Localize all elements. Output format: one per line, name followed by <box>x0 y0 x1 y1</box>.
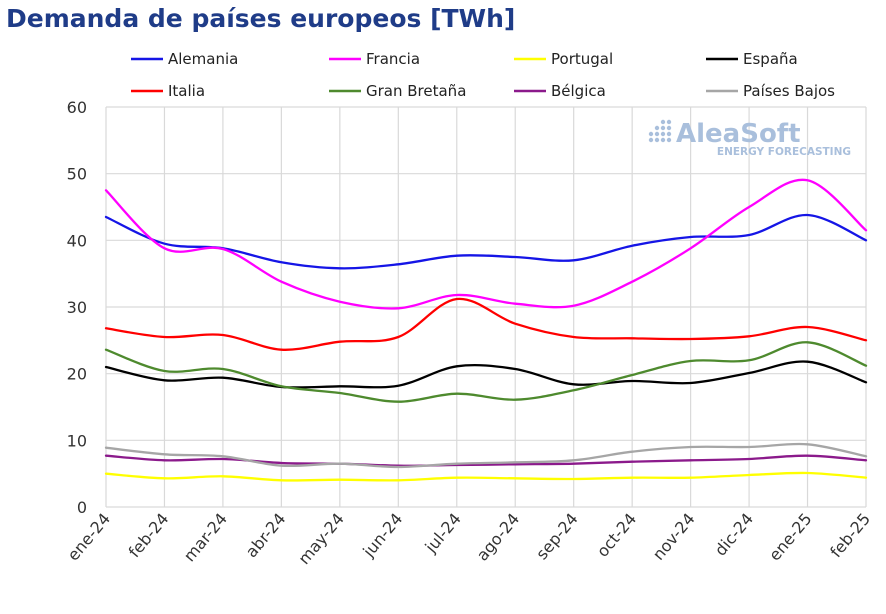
x-tick-label: sep-24 <box>532 509 582 563</box>
legend-label: Francia <box>366 50 420 68</box>
series-line-francia <box>104 178 868 310</box>
y-tick-label: 50 <box>67 165 87 184</box>
series-line-alemania <box>104 213 868 270</box>
legend-label: Gran Bretaña <box>366 82 466 100</box>
dots-icon <box>648 119 672 143</box>
series-line-paises-bajos <box>104 442 868 469</box>
x-tick-label: feb-25 <box>826 509 874 561</box>
y-tick-label: 40 <box>67 231 87 250</box>
x-tick-label: dic-24 <box>711 509 757 559</box>
series-line-espana <box>104 360 868 389</box>
x-tick-label: abr-24 <box>242 509 290 561</box>
y-tick-label: 30 <box>67 298 87 317</box>
legend-label: Italia <box>168 82 205 100</box>
watermark-tagline: ENERGY FORECASTING <box>717 146 851 158</box>
legend-label: Alemania <box>168 50 238 68</box>
x-tick-label: ene-25 <box>765 509 816 564</box>
watermark-brand: AleaSoft <box>676 119 801 149</box>
legend: Alemania Francia Portugal España Italia Gran … <box>131 50 835 100</box>
legend-label: España <box>743 50 798 68</box>
y-tick-label: 60 <box>67 98 87 117</box>
y-tick-label: 10 <box>67 431 87 450</box>
x-tick-label: jul-24 <box>421 509 465 557</box>
legend-label: Portugal <box>551 50 613 68</box>
x-tick-label: may-24 <box>294 509 348 568</box>
series-line-portugal <box>104 471 868 482</box>
x-tick-label: ago-24 <box>473 509 524 564</box>
aleasoft-logo: AleaSoft ENERGY FORECASTING <box>648 119 851 158</box>
legend-label: Países Bajos <box>743 82 835 100</box>
y-tick-label: 20 <box>67 365 87 384</box>
x-tick-label: feb-24 <box>125 509 173 561</box>
x-tick-label: jun-24 <box>358 509 406 561</box>
x-tick-label: oct-24 <box>593 509 640 560</box>
chart-title: Demanda de países europeos [TWh] <box>6 4 516 33</box>
series-line-italia <box>104 297 868 351</box>
series-line-belgica <box>104 454 868 467</box>
grid <box>105 106 867 508</box>
y-tick-label: 0 <box>77 498 87 517</box>
x-tick-label: mar-24 <box>180 509 231 565</box>
series-line-gran-bretana <box>104 341 868 403</box>
legend-label: Bélgica <box>551 82 606 100</box>
x-tick-label: ene-24 <box>64 509 115 564</box>
x-tick-label: nov-24 <box>649 509 699 563</box>
